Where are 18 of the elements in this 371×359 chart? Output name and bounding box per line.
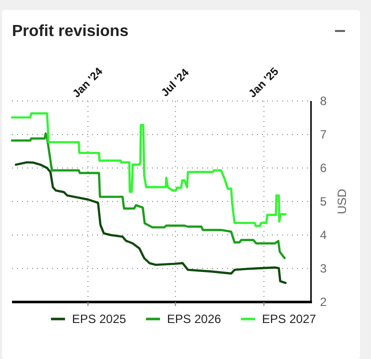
legend-label: EPS 2027 <box>262 312 316 326</box>
line-series <box>10 112 287 228</box>
y-axis-title: USD <box>335 188 349 214</box>
y-tick-label: 6 <box>320 161 327 175</box>
y-tick-label: 2 <box>320 295 327 309</box>
legend-label: EPS 2025 <box>72 312 126 326</box>
y-tick-label: 4 <box>320 228 327 242</box>
y-tick-label: 5 <box>320 194 327 208</box>
y-tick-label: 7 <box>320 128 327 142</box>
chart-title: Profit revisions <box>12 23 129 40</box>
y-tick-label: 8 <box>320 94 327 108</box>
y-tick-label: 3 <box>320 262 327 276</box>
x-tick-label: Jan '24 <box>70 65 106 100</box>
x-tick-label: Jan '25 <box>246 66 282 100</box>
legend-label: EPS 2026 <box>167 312 222 326</box>
line-series <box>14 161 287 284</box>
line-series <box>10 132 286 260</box>
x-tick-label: Jul '24 <box>159 66 192 100</box>
